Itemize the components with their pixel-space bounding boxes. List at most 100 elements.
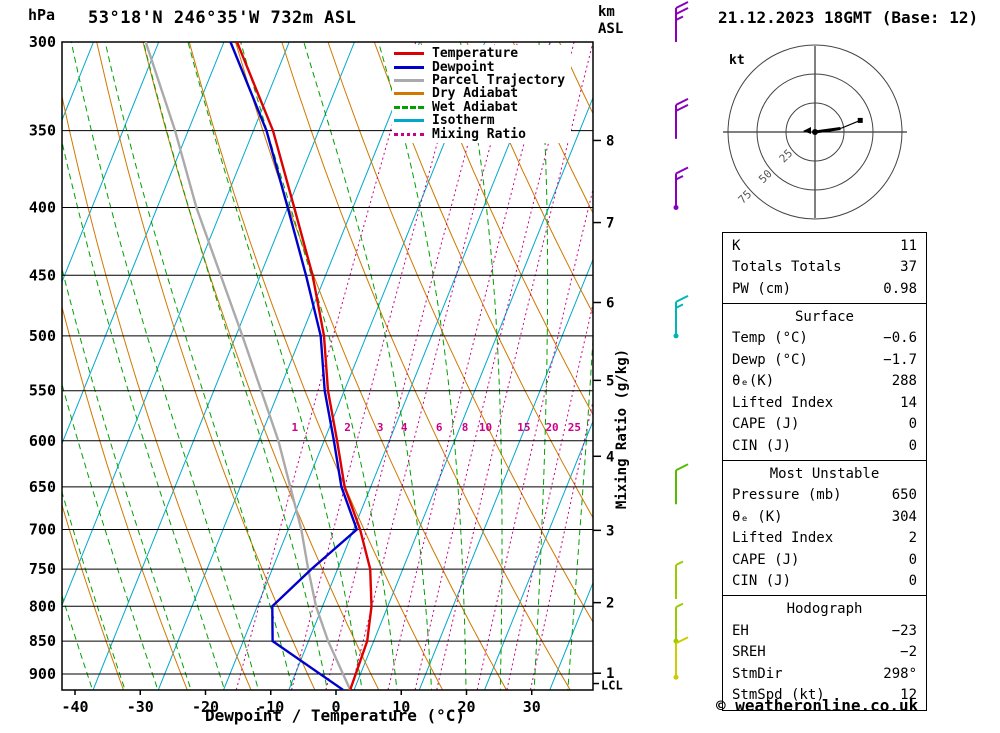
table-row-value: 304 (891, 508, 917, 525)
table-row-value: 0 (908, 416, 917, 432)
wet-adiabat-line (62, 382, 159, 690)
table-row: Lifted Index 2 (723, 528, 926, 550)
table-row-label: Lifted Index (732, 394, 834, 411)
mixing-ratio-line (530, 398, 593, 690)
table-row-value: 0.98 (883, 280, 917, 297)
wet-adiabat-line (630, 33, 710, 733)
table-row: CIN (J) 0 (723, 436, 926, 458)
dry-adiabat-line (62, 503, 124, 690)
temp-tick-label: 20 (457, 698, 475, 716)
mixing-ratio-value-label: 15 (517, 421, 530, 434)
wet-adiabat-line (62, 490, 126, 690)
legend-label: Wet Adiabat (432, 99, 519, 115)
wind-barb (675, 1, 689, 42)
hodograph-ring (785, 102, 845, 162)
km-tick-label: 4 (606, 449, 614, 465)
legend-swatch-dotted (394, 132, 424, 136)
lcl-label: LCL (601, 679, 623, 693)
table-section-title: Most Unstable (769, 465, 880, 482)
table-row-value: 288 (891, 373, 917, 389)
wet-adiabat-line (567, 331, 593, 690)
pressure-tick-label: 700 (29, 520, 56, 538)
table-row-label: CIN (J) (732, 573, 792, 589)
copyright: © weatheronline.co.uk (716, 696, 919, 715)
table-section-title: Surface (794, 308, 854, 325)
table-row: Temp (°C) −0.6 (723, 328, 926, 350)
mixing-ratio-value-label: 25 (568, 421, 581, 434)
wet-adiabat-line (187, 42, 363, 690)
pressure-tick-label: 600 (29, 432, 56, 450)
mixing-ratio-value-label: 3 (377, 421, 384, 434)
dry-adiabat-line (96, 42, 316, 690)
mixing-ratio-value-label: 2 (344, 421, 351, 434)
pressure-tick-label: 400 (29, 199, 56, 217)
mixing-ratio-axis-label: Mixing Ratio (g/kg) (614, 348, 630, 510)
table-row-value: 0 (908, 437, 917, 454)
pressure-tick-label: 300 (29, 33, 56, 51)
chart-legend: Temperature Dewpoint Parcel Trajectory Dry … (392, 45, 572, 143)
wet-adiabat-line (303, 42, 433, 690)
wind-barb-column (673, 1, 689, 680)
table-row: CIN (J) 0 (723, 571, 926, 593)
table-row: SREH −2 (723, 642, 926, 664)
pressure-tick-label: 650 (29, 478, 56, 496)
storm-motion-arrow (803, 127, 811, 134)
legend-swatch-solid (394, 119, 424, 123)
km-tick-label: 7 (606, 216, 614, 232)
stats-table: K 11 Totals Totals 37 PW (cm) 0.98 Surface Temp… (722, 231, 927, 711)
table-row-label: CAPE (J) (732, 416, 800, 432)
wind-barb (673, 636, 689, 680)
wet-adiabat-line (143, 42, 328, 690)
pressure-tick-label: 800 (29, 597, 56, 615)
temperature-axis-label: Dewpoint / Temperature (°C) (204, 706, 466, 725)
altitude-axis-unit: km ASL (598, 4, 623, 38)
table-row-label: CAPE (J) (732, 551, 800, 568)
legend-swatch-dashed (394, 105, 424, 109)
altitude-axis-unit-asl: ASL (598, 21, 624, 37)
table-row-value: 11 (900, 237, 917, 254)
isotherm-line (92, 42, 355, 690)
wet-adiabat-line (533, 42, 549, 690)
hodograph-trace-thin (840, 119, 861, 130)
temp-tick-label: -30 (127, 698, 154, 716)
run-datetime: 21.12.2023 18GMT (Base: 12) (718, 8, 979, 27)
wind-barb (675, 97, 689, 139)
dry-adiabat-line (466, 42, 593, 315)
wet-adiabat-line (62, 266, 192, 690)
mixing-ratio-value-label: 1 (292, 421, 299, 434)
hodograph-trace-thick (814, 127, 841, 134)
km-tick-label: 6 (606, 295, 614, 311)
hodograph-origin-dot (812, 129, 818, 135)
legend-label: Dry Adiabat (432, 86, 519, 102)
legend-label: Temperature (432, 46, 519, 62)
dry-adiabat-line (652, 42, 710, 690)
table-row-label: θₑ(K) (732, 373, 775, 389)
table-row-label: θₑ (K) (732, 508, 783, 525)
mixing-ratio-line (291, 42, 466, 690)
temp-tick-label: -10 (257, 698, 284, 716)
legend-item: Temperature (394, 46, 565, 62)
table-row: StmDir 298° (723, 664, 926, 686)
table-section-indices: K 11 Totals Totals 37 PW (cm) 0.98 (722, 231, 927, 304)
isotherm-line (62, 42, 290, 607)
mixing-ratio-line (414, 42, 575, 690)
legend-item: Dry Adiabat (394, 86, 565, 102)
pressure-tick-label: 850 (29, 632, 56, 650)
wind-barb (673, 166, 689, 211)
table-row-label: Lifted Index (732, 530, 834, 546)
mixing-ratio-line (350, 42, 519, 690)
pressure-axis: 300 350 400 450 500 550 600 650 700 750 800 850 900 (29, 33, 593, 683)
table-row-value: −23 (891, 622, 917, 639)
wind-barb (673, 294, 689, 339)
isotherm-line (288, 42, 551, 690)
table-row: Lifted Index 14 (723, 393, 926, 415)
table-row-label: StmDir (732, 665, 783, 682)
plot-border (61, 41, 594, 691)
mixing-ratio-line (476, 187, 593, 690)
legend-label: Parcel Trajectory (432, 72, 566, 88)
mixing-ratio-value-label: 6 (436, 421, 443, 434)
table-row-value: −0.6 (883, 330, 917, 346)
hodograph-end-marker (857, 117, 863, 123)
temperature-line (235, 42, 373, 690)
km-tick-label: 2 (606, 596, 614, 612)
